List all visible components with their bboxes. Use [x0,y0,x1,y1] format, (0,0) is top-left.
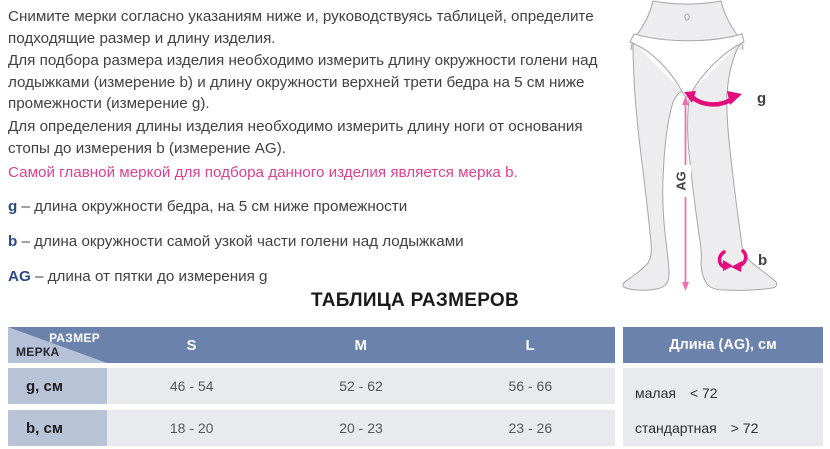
definition-g-text: – длина окружности бедра, на 5 см ниже п… [21,198,408,215]
column-header-s: S [186,336,197,354]
b-measure-arrow-left [717,250,726,269]
size-table: РАЗМЕР МЕРКА S M L g, см 46 - 54 52 - 62… [8,327,615,446]
diagram-g-label: g [757,90,766,107]
length-table-header: Длина (AG), см [623,327,823,363]
size-table-header-row: РАЗМЕР МЕРКА S M L [8,327,615,363]
size-table-title: ТАБЛИЦА РАЗМЕРОВ [310,290,520,311]
diagram-ag-label: AG [673,171,688,191]
length-table: Длина (AG), см малая < 72 стандартная > … [623,327,823,446]
corner-size-label: РАЗМЕР [49,331,100,345]
ag-arrow-up-icon [682,96,689,105]
torso-shape [631,1,743,50]
intro-paragraph-2: Для подбора размера изделия необходимо и… [8,52,598,112]
length-name-short: малая [635,384,676,401]
b-arrowhead-left-icon [723,260,733,271]
definition-b-term: b [8,233,18,250]
length-row-short: малая < 72 [635,375,823,410]
definition-g-term: g [8,198,18,215]
column-header-m: M [354,336,368,354]
cell-g-m: 52 - 62 [276,368,446,404]
column-header-l: L [525,336,536,354]
legs-measurement-diagram: AG g b [622,0,778,291]
table-row-g: g, см 46 - 54 52 - 62 56 - 66 [8,368,615,404]
cell-b-l: 23 - 26 [445,410,615,446]
definition-ag-term: AG [8,268,31,285]
intro-paragraph-3: Для определения длины изделия необходимо… [8,118,583,157]
g-arrowhead-right-icon [727,91,742,105]
b-arrowhead-right-icon [731,261,742,272]
size-table-corner-cell: РАЗМЕР МЕРКА [8,327,107,363]
cell-g-s: 46 - 54 [107,368,277,404]
key-measurement-note: Самой главной меркой для подбора данного… [8,164,518,181]
length-value-standard: > 72 [730,419,759,436]
g-arrowhead-left-icon [684,91,696,103]
underwear-shape [629,33,745,98]
length-row-standard: стандартная > 72 [635,410,823,445]
navel-icon [684,13,690,21]
row-label-g: g, см [8,368,107,404]
ag-label-backing [674,165,691,197]
left-leg [622,41,685,291]
definition-ag: AG – длина от пятки до измерения g [8,266,624,288]
definition-ag-text: – длина от пятки до измерения g [35,268,268,285]
cell-b-s: 18 - 20 [107,410,277,446]
length-value-short: < 72 [689,384,718,401]
diagram-b-label: b [758,252,767,269]
table-row-b: b, см 18 - 20 20 - 23 23 - 26 [8,410,615,446]
cell-b-m: 20 - 23 [276,410,446,446]
definition-b: b – длина окружности самой узкой части г… [8,231,624,253]
row-label-b: b, см [8,410,107,446]
cell-g-l: 56 - 66 [445,368,615,404]
g-measure-arrow [689,94,735,107]
length-name-standard: стандартная [635,419,717,436]
ag-arrow-down-icon [682,282,689,291]
intro-paragraph-1: Снимите мерки согласно указаниям ниже и,… [8,8,594,47]
definition-b-text: – длина окружности самой узкой части гол… [21,233,464,250]
corner-measure-label: МЕРКА [16,345,60,359]
length-table-body: малая < 72 стандартная > 72 [623,368,823,446]
definition-g: g – длина окружности бедра, на 5 см ниже… [8,196,624,218]
